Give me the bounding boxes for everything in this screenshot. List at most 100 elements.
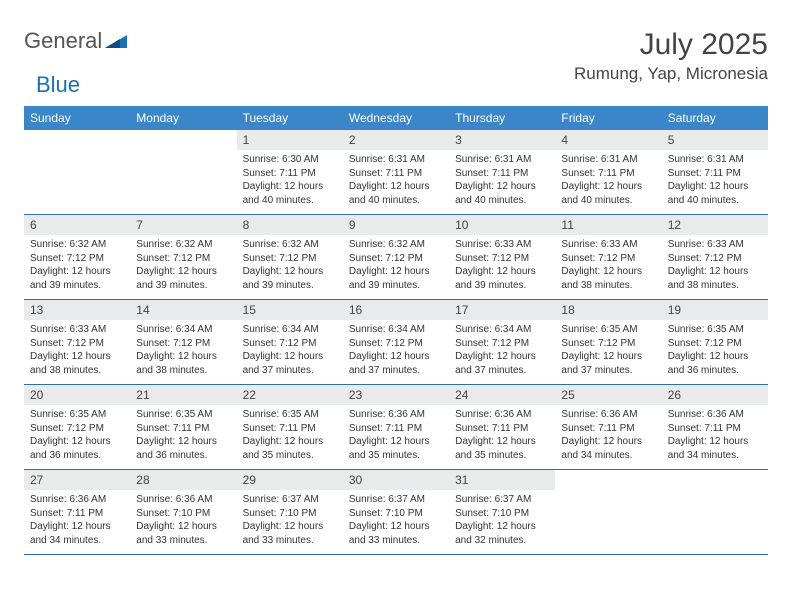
sunset-text: Sunset: 7:12 PM — [30, 337, 124, 351]
calendar-day: 24Sunrise: 6:36 AMSunset: 7:11 PMDayligh… — [449, 385, 555, 469]
weekday-header: Saturday — [662, 106, 768, 130]
daylight-text: Daylight: 12 hours and 34 minutes. — [668, 435, 762, 462]
sunset-text: Sunset: 7:12 PM — [349, 337, 443, 351]
day-number: 9 — [343, 215, 449, 235]
sunset-text: Sunset: 7:11 PM — [561, 167, 655, 181]
calendar-day-empty — [662, 470, 768, 554]
logo-triangle-icon — [105, 30, 127, 53]
day-number: 1 — [237, 130, 343, 150]
day-info: Sunrise: 6:35 AMSunset: 7:12 PMDaylight:… — [662, 320, 768, 383]
calendar-day: 11Sunrise: 6:33 AMSunset: 7:12 PMDayligh… — [555, 215, 661, 299]
day-number: 12 — [662, 215, 768, 235]
calendar-day: 20Sunrise: 6:35 AMSunset: 7:12 PMDayligh… — [24, 385, 130, 469]
sunrise-text: Sunrise: 6:31 AM — [455, 153, 549, 167]
calendar-day: 16Sunrise: 6:34 AMSunset: 7:12 PMDayligh… — [343, 300, 449, 384]
sunset-text: Sunset: 7:11 PM — [455, 422, 549, 436]
sunset-text: Sunset: 7:12 PM — [30, 422, 124, 436]
day-number: 25 — [555, 385, 661, 405]
day-info: Sunrise: 6:34 AMSunset: 7:12 PMDaylight:… — [237, 320, 343, 383]
daylight-text: Daylight: 12 hours and 39 minutes. — [136, 265, 230, 292]
sunrise-text: Sunrise: 6:35 AM — [668, 323, 762, 337]
sunset-text: Sunset: 7:11 PM — [668, 422, 762, 436]
sunset-text: Sunset: 7:12 PM — [349, 252, 443, 266]
sunset-text: Sunset: 7:11 PM — [243, 422, 337, 436]
day-info: Sunrise: 6:32 AMSunset: 7:12 PMDaylight:… — [130, 235, 236, 298]
sunrise-text: Sunrise: 6:34 AM — [136, 323, 230, 337]
sunrise-text: Sunrise: 6:33 AM — [668, 238, 762, 252]
daylight-text: Daylight: 12 hours and 39 minutes. — [243, 265, 337, 292]
daylight-text: Daylight: 12 hours and 37 minutes. — [455, 350, 549, 377]
day-number: 27 — [24, 470, 130, 490]
calendar-day: 8Sunrise: 6:32 AMSunset: 7:12 PMDaylight… — [237, 215, 343, 299]
day-number: 29 — [237, 470, 343, 490]
calendar-day: 30Sunrise: 6:37 AMSunset: 7:10 PMDayligh… — [343, 470, 449, 554]
day-number: 21 — [130, 385, 236, 405]
day-number: 20 — [24, 385, 130, 405]
sunrise-text: Sunrise: 6:36 AM — [136, 493, 230, 507]
day-number: 4 — [555, 130, 661, 150]
day-number: 24 — [449, 385, 555, 405]
calendar-day: 9Sunrise: 6:32 AMSunset: 7:12 PMDaylight… — [343, 215, 449, 299]
sunset-text: Sunset: 7:11 PM — [243, 167, 337, 181]
daylight-text: Daylight: 12 hours and 36 minutes. — [668, 350, 762, 377]
sunrise-text: Sunrise: 6:36 AM — [30, 493, 124, 507]
calendar-day: 29Sunrise: 6:37 AMSunset: 7:10 PMDayligh… — [237, 470, 343, 554]
daylight-text: Daylight: 12 hours and 40 minutes. — [668, 180, 762, 207]
sunrise-text: Sunrise: 6:37 AM — [243, 493, 337, 507]
sunrise-text: Sunrise: 6:32 AM — [243, 238, 337, 252]
daylight-text: Daylight: 12 hours and 38 minutes. — [668, 265, 762, 292]
sunset-text: Sunset: 7:12 PM — [561, 337, 655, 351]
daylight-text: Daylight: 12 hours and 33 minutes. — [243, 520, 337, 547]
day-info: Sunrise: 6:33 AMSunset: 7:12 PMDaylight:… — [555, 235, 661, 298]
day-number: 11 — [555, 215, 661, 235]
day-number: 2 — [343, 130, 449, 150]
weekday-header: Wednesday — [343, 106, 449, 130]
sunrise-text: Sunrise: 6:33 AM — [561, 238, 655, 252]
day-info: Sunrise: 6:31 AMSunset: 7:11 PMDaylight:… — [449, 150, 555, 213]
calendar-day: 31Sunrise: 6:37 AMSunset: 7:10 PMDayligh… — [449, 470, 555, 554]
day-info: Sunrise: 6:36 AMSunset: 7:11 PMDaylight:… — [555, 405, 661, 468]
calendar-day: 17Sunrise: 6:34 AMSunset: 7:12 PMDayligh… — [449, 300, 555, 384]
sunrise-text: Sunrise: 6:36 AM — [349, 408, 443, 422]
sunrise-text: Sunrise: 6:32 AM — [136, 238, 230, 252]
daylight-text: Daylight: 12 hours and 38 minutes. — [30, 350, 124, 377]
calendar-day: 4Sunrise: 6:31 AMSunset: 7:11 PMDaylight… — [555, 130, 661, 214]
calendar-day: 5Sunrise: 6:31 AMSunset: 7:11 PMDaylight… — [662, 130, 768, 214]
weekday-header: Monday — [130, 106, 236, 130]
day-info: Sunrise: 6:32 AMSunset: 7:12 PMDaylight:… — [343, 235, 449, 298]
calendar-day: 6Sunrise: 6:32 AMSunset: 7:12 PMDaylight… — [24, 215, 130, 299]
calendar-day-empty — [24, 130, 130, 214]
day-info: Sunrise: 6:33 AMSunset: 7:12 PMDaylight:… — [24, 320, 130, 383]
month-title: July 2025 — [574, 28, 768, 62]
daylight-text: Daylight: 12 hours and 34 minutes. — [561, 435, 655, 462]
daylight-text: Daylight: 12 hours and 40 minutes. — [349, 180, 443, 207]
sunset-text: Sunset: 7:12 PM — [243, 252, 337, 266]
sunrise-text: Sunrise: 6:36 AM — [668, 408, 762, 422]
day-number: 23 — [343, 385, 449, 405]
sunrise-text: Sunrise: 6:33 AM — [30, 323, 124, 337]
day-info: Sunrise: 6:32 AMSunset: 7:12 PMDaylight:… — [237, 235, 343, 298]
day-info: Sunrise: 6:30 AMSunset: 7:11 PMDaylight:… — [237, 150, 343, 213]
daylight-text: Daylight: 12 hours and 35 minutes. — [349, 435, 443, 462]
sunrise-text: Sunrise: 6:33 AM — [455, 238, 549, 252]
day-info: Sunrise: 6:36 AMSunset: 7:11 PMDaylight:… — [24, 490, 130, 553]
day-info: Sunrise: 6:36 AMSunset: 7:11 PMDaylight:… — [662, 405, 768, 468]
daylight-text: Daylight: 12 hours and 33 minutes. — [136, 520, 230, 547]
day-info: Sunrise: 6:33 AMSunset: 7:12 PMDaylight:… — [449, 235, 555, 298]
day-info: Sunrise: 6:33 AMSunset: 7:12 PMDaylight:… — [662, 235, 768, 298]
sunset-text: Sunset: 7:11 PM — [455, 167, 549, 181]
logo-text-general: General — [24, 28, 102, 54]
calendar-day: 22Sunrise: 6:35 AMSunset: 7:11 PMDayligh… — [237, 385, 343, 469]
calendar-day: 27Sunrise: 6:36 AMSunset: 7:11 PMDayligh… — [24, 470, 130, 554]
daylight-text: Daylight: 12 hours and 39 minutes. — [455, 265, 549, 292]
sunrise-text: Sunrise: 6:37 AM — [349, 493, 443, 507]
weekday-header: Thursday — [449, 106, 555, 130]
calendar-day: 18Sunrise: 6:35 AMSunset: 7:12 PMDayligh… — [555, 300, 661, 384]
day-number: 10 — [449, 215, 555, 235]
day-number: 7 — [130, 215, 236, 235]
sunrise-text: Sunrise: 6:35 AM — [136, 408, 230, 422]
sunset-text: Sunset: 7:12 PM — [561, 252, 655, 266]
sunrise-text: Sunrise: 6:36 AM — [455, 408, 549, 422]
day-number: 8 — [237, 215, 343, 235]
calendar-week: 20 Sunrise: 6:35 AM Sunset: 7:12 PM Dayligh… — [24, 385, 768, 470]
